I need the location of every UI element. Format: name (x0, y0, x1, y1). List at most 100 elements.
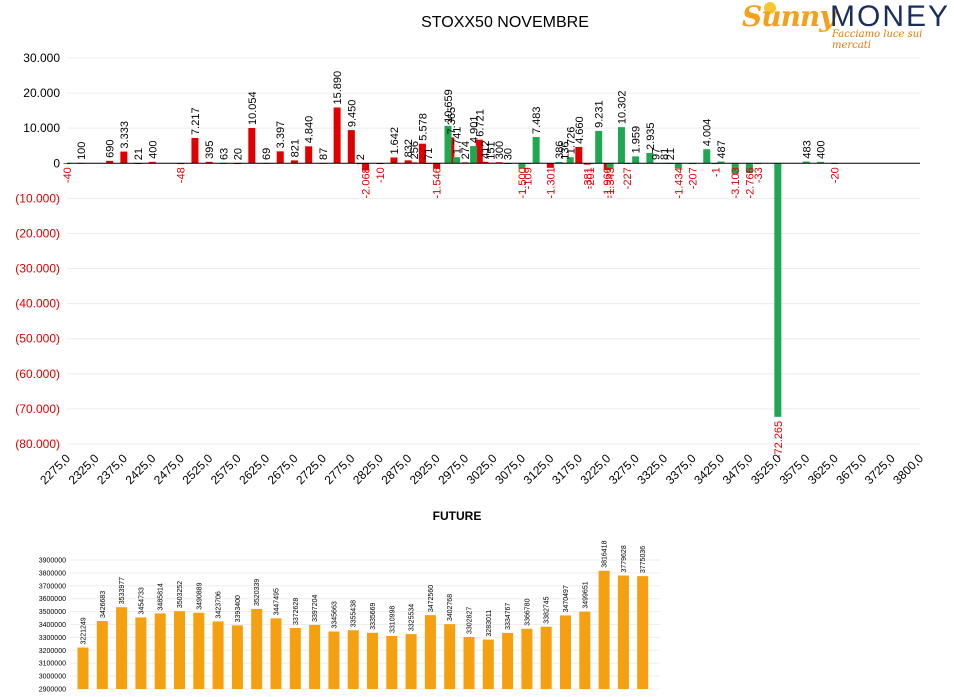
bar (362, 163, 370, 171)
bar (248, 127, 256, 164)
future-bar (174, 611, 185, 689)
future-data-label: 3423706 (216, 591, 223, 618)
bar (106, 160, 114, 164)
data-label: 832 (403, 139, 415, 157)
x-tick-label: 3375,0 (663, 451, 699, 487)
x-tick-label: 2325,0 (66, 451, 102, 487)
bar (816, 161, 824, 164)
bar (745, 163, 753, 173)
bar (617, 127, 625, 164)
x-tick-label: 2775,0 (322, 451, 358, 487)
data-label: 100 (76, 142, 88, 160)
future-data-label: 3503252 (177, 581, 184, 608)
future-bar (560, 615, 571, 689)
y-tick-label: (80.000) (15, 437, 60, 451)
bar (433, 163, 441, 169)
stoxx50-november-chart: STOXX50 NOVEMBRE 30.000 20.000 10.000 0 (10.… (15, 14, 926, 487)
y-tick-label: (10.000) (15, 191, 60, 205)
future-y-tick-label: 3700000 (39, 583, 66, 590)
future-bar (367, 632, 378, 689)
data-label: 87 (318, 148, 330, 160)
future-data-label: 3345663 (331, 601, 338, 628)
future-y-tick-label: 3900000 (39, 558, 66, 565)
bar (453, 157, 461, 164)
future-data-label: 3779628 (621, 545, 628, 572)
data-label: -1 (710, 167, 722, 177)
data-label: 483 (801, 140, 813, 158)
data-label: 15.890 (332, 71, 344, 105)
future-bar (482, 639, 494, 689)
future-data-label: 3382745 (544, 596, 551, 623)
future-bar (598, 570, 610, 689)
future-data-label: 3470497 (563, 585, 570, 612)
data-label: 256 (409, 141, 421, 159)
future-bar (637, 576, 649, 689)
data-label: 63 (218, 148, 230, 160)
y-tick-label: (40.000) (15, 297, 60, 311)
data-label: 386 (554, 141, 566, 159)
data-label: 4.004 (702, 119, 714, 147)
x-axis-ticks: 2275,02325,02375,02425,02475,02525,02575… (37, 451, 926, 487)
data-label: -72.265 (773, 421, 785, 458)
bar (347, 130, 355, 164)
sun-icon (764, 2, 776, 14)
data-label: 487 (716, 140, 728, 158)
future-bar (579, 611, 591, 689)
data-label: 3.397 (275, 121, 287, 149)
future-y-tick-label: 3500000 (39, 609, 66, 616)
logo-money-text: MONEY (830, 0, 951, 33)
future-data-label: 3335669 (370, 602, 377, 629)
data-label: -1.301 (545, 167, 557, 198)
future-bar (463, 637, 475, 689)
x-tick-label: 2425,0 (123, 451, 159, 487)
bar (191, 137, 199, 164)
data-label: 1.741 (452, 127, 464, 155)
data-label: 7.365 (446, 107, 458, 135)
data-label: 412 (480, 140, 492, 158)
future-bar (135, 617, 147, 689)
bar (290, 160, 298, 164)
data-label: -207 (688, 167, 700, 189)
future-bar (154, 613, 166, 689)
bar (120, 151, 128, 164)
data-label: -1.960 (602, 167, 614, 198)
data-label: 400 (147, 141, 159, 159)
future-bar (347, 630, 359, 689)
x-tick-label: 3175,0 (549, 451, 585, 487)
future-bar (328, 631, 340, 689)
bar (276, 151, 284, 164)
bar (148, 161, 156, 164)
x-tick-label: 3225,0 (578, 451, 614, 487)
bar (546, 163, 554, 168)
x-tick-label: 2825,0 (350, 451, 386, 487)
bar (404, 160, 412, 164)
bar (774, 163, 782, 417)
future-y-tick-label: 3400000 (39, 622, 66, 629)
data-label: 9.450 (346, 100, 358, 128)
future-bar (444, 624, 456, 689)
data-label: 21 (665, 148, 677, 160)
future-bar (251, 608, 263, 689)
future-bar (77, 647, 89, 689)
future-data-label: 3302827 (467, 607, 474, 634)
data-label: 10.054 (247, 91, 259, 125)
data-label: 10.659 (443, 89, 455, 123)
data-label: 821 (289, 139, 301, 157)
x-tick-label: 2925,0 (407, 451, 443, 487)
future-bar (617, 575, 629, 689)
bar (646, 152, 654, 164)
future-y-tick-label: 2900000 (39, 687, 66, 694)
future-data-label: 3402768 (447, 594, 454, 621)
future-chart: FUTURE 3900000 3800000 3700000 3600000 35000… (39, 509, 660, 694)
future-bar (231, 625, 243, 689)
x-tick-label: 3525,0 (748, 451, 784, 487)
data-label: 7.483 (531, 106, 543, 134)
x-tick-label: 2275,0 (37, 451, 73, 487)
future-y-axis-ticks: 3900000 3800000 3700000 3600000 3500000 34000… (39, 558, 66, 694)
future-y-tick-label: 3200000 (39, 648, 66, 655)
future-data-label: 3397204 (312, 595, 319, 622)
data-label: 81 (659, 148, 671, 160)
future-bar (116, 607, 128, 689)
data-label: -381 (582, 167, 594, 189)
x-tick-label: 2475,0 (151, 451, 187, 487)
